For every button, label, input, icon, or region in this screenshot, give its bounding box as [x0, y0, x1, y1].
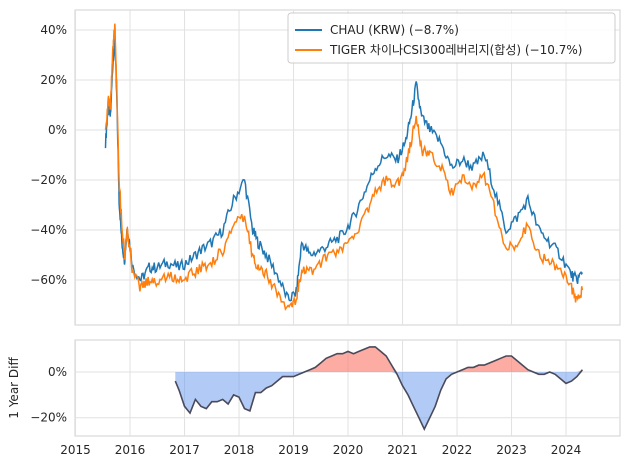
x-tick-label-2023: 2023 [496, 443, 527, 457]
price-y-tick-label: −40% [30, 223, 67, 237]
legend-label-chau: CHAU (KRW) (−8.7%) [330, 23, 459, 37]
diff-y-ticks: 0% −20% [30, 365, 67, 425]
price-y-tick-label: 0% [48, 123, 67, 137]
diff-y-axis-label: 1 Year Diff [7, 357, 21, 419]
price-y-tick-label: 20% [40, 73, 67, 87]
x-tick-label-2024: 2024 [551, 443, 582, 457]
price-y-ticks: 40% 20% 0% −20% −40% −60% [30, 23, 67, 287]
price-lines [104, 23, 584, 311]
legend-label-tiger: TIGER 차이나CSI300레버리지(합성) (−10.7%) [329, 43, 582, 57]
price-y-tick-label: −60% [30, 273, 67, 287]
x-tick-label-2021: 2021 [387, 443, 418, 457]
diff-negative-area [175, 372, 583, 430]
x-tick-label-2016: 2016 [115, 443, 146, 457]
x-tick-label-2022: 2022 [442, 443, 473, 457]
diff-line-group [174, 346, 584, 431]
x-tick-label-2017: 2017 [169, 443, 200, 457]
x-tick-label-2020: 2020 [333, 443, 364, 457]
legend-item-tiger: TIGER 차이나CSI300레버리지(합성) (−10.7%) [295, 43, 582, 57]
series-line-tiger [104, 23, 584, 311]
x-tick-label-2019: 2019 [278, 443, 309, 457]
price-y-tick-label: −20% [30, 173, 67, 187]
x-tick-label-2018: 2018 [224, 443, 255, 457]
diff-y-tick-label: 0% [48, 365, 67, 379]
diff-y-tick-label: −20% [30, 411, 67, 425]
diff-x-ticks: 2015 2016 2017 2018 2019 2020 2021 2022 2023 2024 [60, 443, 581, 457]
legend-item-chau: CHAU (KRW) (−8.7%) [295, 23, 459, 37]
legend: CHAU (KRW) (−8.7%) TIGER 차이나CSI300레버리지(합… [287, 12, 616, 64]
x-tick-label-2015: 2015 [60, 443, 91, 457]
price-y-tick-label: 40% [40, 23, 67, 37]
diff-line [174, 346, 584, 431]
diff-panel: 0%−20% 2015 2016 2017 2018 2019 2020 2021 2022 2… [7, 339, 621, 457]
